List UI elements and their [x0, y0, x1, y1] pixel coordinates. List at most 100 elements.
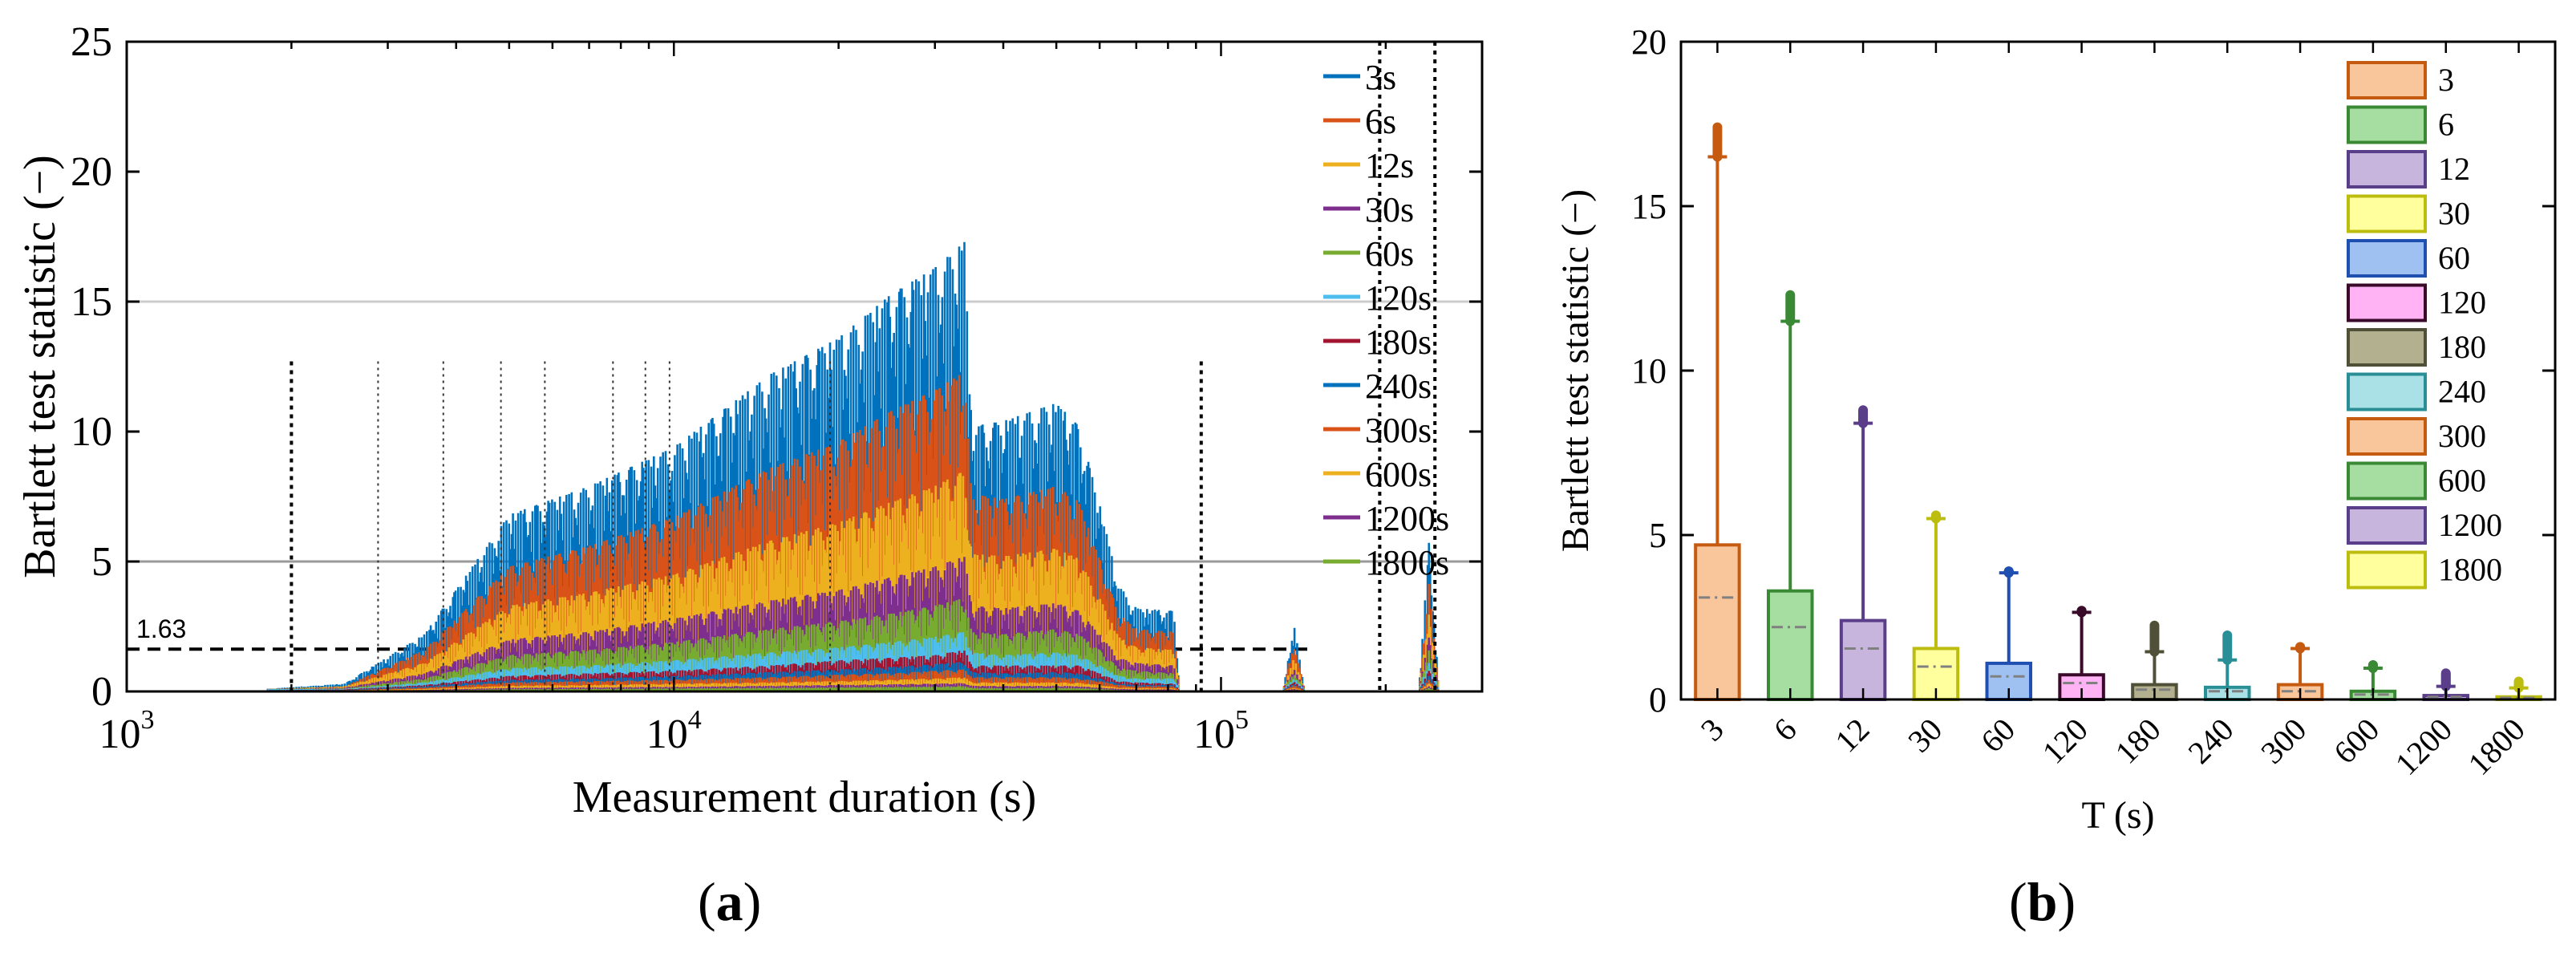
legend-swatch-12: [2347, 150, 2427, 189]
legend-swatch-1200: [2347, 506, 2427, 545]
legend-swatch-1800: [2347, 550, 2427, 590]
box-outlier: [2295, 642, 2306, 652]
x-tick-exponent: 3: [141, 705, 155, 735]
y-tick-label: 15: [1631, 187, 1667, 226]
legend-swatch-300: [2347, 417, 2427, 456]
y-tick-label: 0: [1649, 680, 1667, 720]
box-1800: [2495, 676, 2542, 701]
box-3: [1694, 122, 1741, 701]
legend-label-1800: 1800: [2438, 552, 2502, 588]
box-outlier: [1785, 290, 1796, 300]
y-tick-label: 20: [1631, 22, 1667, 62]
box-outlier: [2440, 668, 2451, 679]
panel-label-a-open: (: [698, 871, 716, 932]
box-6: [1767, 290, 1814, 702]
legend-swatch-120: [2347, 283, 2427, 322]
y-tick-label: 5: [1649, 516, 1667, 555]
x-tick-base: 10: [99, 712, 141, 757]
box-body: [1839, 618, 1887, 701]
box-240: [2204, 630, 2251, 702]
panel-label-a: (a): [698, 870, 761, 934]
x-axis-label: T (s): [2081, 794, 2154, 837]
reference-line-label: 1.63: [136, 614, 186, 643]
box-outlier: [2513, 676, 2524, 687]
box-outlier: [2367, 659, 2378, 670]
box-60: [1985, 566, 2032, 702]
legend-label-180: 180: [2438, 329, 2486, 365]
legend-label-30: 30: [2438, 196, 2470, 232]
legend-label-1200: 1200: [2438, 507, 2502, 543]
x-tick-exponent: 4: [688, 705, 702, 735]
legend-label-600: 600: [2438, 463, 2486, 499]
y-axis-label: Bartlett test statistic (−): [1554, 189, 1597, 552]
legend-label-600s: 600s: [1365, 455, 1432, 494]
x-tick-label: 120: [2035, 712, 2095, 771]
x-tick-label: 3: [1694, 712, 1731, 748]
legend-label-1800s: 1800s: [1365, 543, 1449, 582]
legend-swatch-30: [2347, 194, 2427, 233]
panel-label-b-letter: b: [2027, 871, 2058, 932]
legend-label-1200s: 1200s: [1365, 499, 1449, 538]
box-120: [2058, 606, 2105, 701]
x-tick-label: 180: [2108, 712, 2168, 771]
legend-label-3: 3: [2438, 62, 2454, 98]
panel-label-b-close: ): [2057, 871, 2076, 932]
legend-label-240s: 240s: [1365, 367, 1432, 406]
x-tick-base: 10: [646, 712, 688, 757]
x-tick-label: 104: [646, 705, 702, 757]
x-tick-label: 12: [1828, 712, 1876, 760]
box-body: [1694, 543, 1741, 701]
box-12: [1839, 405, 1887, 701]
box-outlier: [1712, 122, 1723, 132]
legend-label-3s: 3s: [1365, 58, 1396, 97]
plot-frame-a: [125, 40, 1484, 693]
box-180: [2131, 620, 2178, 701]
legend-b: 3 6 12 30 60 120 180 240 300 600 1200 1800: [2347, 61, 2502, 590]
panel-label-a-letter: a: [715, 871, 743, 932]
legend-label-12: 12: [2438, 151, 2470, 187]
legend-swatch-3: [2347, 61, 2427, 99]
x-tick-exponent: 5: [1235, 705, 1249, 735]
x-tick-label: 1800: [2461, 712, 2532, 782]
panel-label-a-close: ): [743, 871, 762, 932]
x-axis-label: Measurement duration (s): [573, 772, 1036, 822]
legend-label-60: 60: [2438, 240, 2470, 276]
x-tick-base: 10: [1193, 712, 1235, 757]
legend-swatch-600: [2347, 461, 2427, 501]
x-tick-label: 6: [1767, 712, 1804, 748]
box-outlier: [1858, 405, 1869, 416]
legend-swatch-180: [2347, 328, 2427, 367]
legend-label-6: 6: [2438, 107, 2454, 143]
y-tick-label: 20: [71, 149, 112, 195]
box-outlier: [1930, 510, 1941, 521]
x-tick-label: 240: [2181, 712, 2240, 771]
box-1200: [2422, 668, 2469, 702]
box-30: [1912, 510, 1960, 702]
legend-label-120s: 120s: [1365, 278, 1432, 318]
legend-label-120: 120: [2438, 285, 2486, 321]
legend-label-60s: 60s: [1365, 234, 1414, 274]
x-tick-label: 1200: [2388, 712, 2459, 782]
y-tick-label: 15: [71, 279, 112, 325]
legend-swatch-240: [2347, 372, 2427, 412]
legend-label-180s: 180s: [1365, 322, 1432, 362]
box-outlier: [2222, 630, 2233, 641]
y-tick-label: 0: [91, 669, 112, 715]
legend-label-30s: 30s: [1365, 190, 1414, 229]
x-tick-label: 60: [1974, 712, 2022, 760]
panel-label-b-open: (: [2009, 871, 2027, 932]
box-outlier: [2076, 606, 2087, 616]
y-tick-label: 25: [71, 19, 112, 65]
legend-swatch-6: [2347, 105, 2427, 144]
panel-label-b: (b): [2009, 870, 2076, 934]
box-outlier: [2149, 620, 2160, 630]
y-tick-label: 5: [91, 539, 112, 585]
x-tick-label: 600: [2327, 712, 2386, 771]
box-outlier: [2003, 566, 2014, 577]
box-300: [2276, 642, 2324, 701]
y-axis-label: Bartlett test statistic (−): [15, 155, 65, 578]
